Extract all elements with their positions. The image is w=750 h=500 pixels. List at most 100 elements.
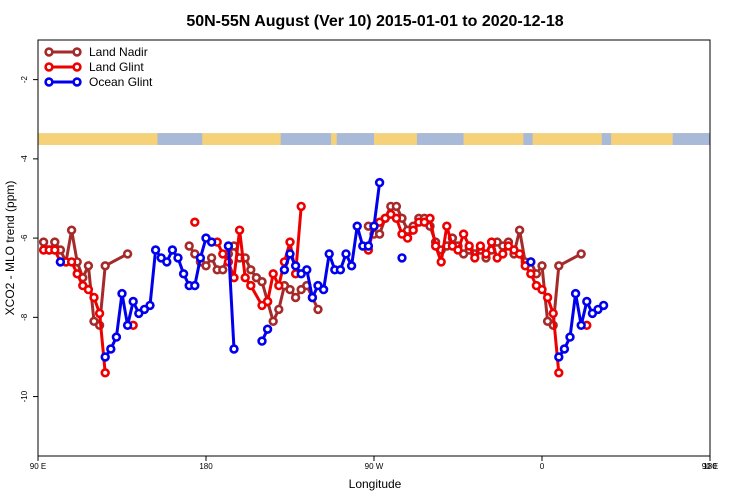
- data-point: [335, 265, 346, 275]
- data-point: [274, 304, 284, 315]
- y-tick-label: -10: [20, 390, 29, 402]
- data-point: [554, 368, 564, 378]
- data-point: [195, 253, 206, 263]
- data-point: [559, 344, 570, 354]
- data-point: [279, 265, 290, 275]
- data-point: [576, 320, 586, 330]
- map-strip-ocean: [601, 133, 612, 145]
- data-point: [554, 261, 564, 271]
- data-point: [526, 269, 536, 279]
- y-tick-label: -6: [20, 234, 29, 242]
- legend-item: Land Nadir: [44, 45, 148, 59]
- data-point: [498, 249, 508, 259]
- data-point: [178, 269, 189, 279]
- data-point: [296, 201, 306, 212]
- legend-marker: [44, 77, 54, 87]
- data-point: [190, 217, 200, 227]
- series-line: [367, 204, 582, 329]
- data-point: [582, 296, 592, 307]
- data-point: [100, 261, 110, 271]
- chart-title: 50N-55N August (Ver 10) 2015-01-01 to 20…: [186, 13, 563, 30]
- data-point: [425, 213, 435, 224]
- map-strip-ocean: [280, 133, 332, 145]
- legend-item: Ocean Glint: [44, 75, 153, 89]
- y-tick-label: -4: [20, 155, 29, 163]
- data-point: [346, 261, 357, 271]
- data-point: [83, 284, 94, 295]
- series-line: [226, 245, 236, 350]
- data-point: [402, 233, 413, 243]
- legend-label: Ocean Glint: [89, 75, 153, 89]
- data-point: [526, 257, 536, 267]
- data-point: [598, 300, 609, 311]
- legend-marker: [72, 77, 82, 87]
- data-point: [374, 177, 385, 188]
- data-point: [453, 245, 463, 255]
- data-point: [223, 241, 234, 251]
- data-point: [307, 292, 318, 303]
- data-point: [55, 257, 66, 267]
- data-point: [470, 253, 480, 263]
- data-point: [274, 280, 284, 291]
- data-point: [363, 241, 374, 251]
- map-strip-ocean: [336, 133, 374, 145]
- map-strip-ocean: [416, 133, 464, 145]
- data-point: [313, 304, 323, 315]
- x-tick-label: 180: [703, 462, 717, 471]
- data-point: [122, 249, 133, 259]
- data-point: [268, 269, 278, 279]
- data-point: [374, 229, 385, 239]
- data-point: [514, 249, 525, 259]
- data-point: [341, 249, 351, 259]
- data-point: [246, 265, 256, 275]
- data-point: [66, 225, 77, 235]
- data-point: [514, 225, 525, 235]
- data-point: [542, 292, 553, 303]
- y-axis-label: XCO2 - MLO trend (ppm): [3, 181, 17, 316]
- data-point: [290, 261, 301, 271]
- legend-marker: [44, 62, 54, 72]
- map-strip-ocean: [157, 133, 203, 145]
- data-point: [190, 280, 200, 291]
- data-point: [206, 237, 217, 247]
- data-point: [89, 292, 99, 303]
- series-layer: [38, 177, 609, 378]
- data-point: [100, 352, 110, 362]
- data-point: [150, 245, 161, 255]
- data-point: [262, 296, 273, 307]
- data-point: [475, 241, 486, 251]
- x-axis-label: Longitude: [349, 477, 402, 491]
- legend-label: Land Glint: [89, 60, 144, 74]
- x-tick-label: 90 E: [30, 462, 46, 471]
- data-point: [285, 249, 295, 259]
- data-point: [537, 261, 547, 271]
- x-tick-label: 180: [199, 462, 213, 471]
- plot-frame: [37, 39, 711, 457]
- data-point: [285, 237, 295, 247]
- data-point: [50, 237, 60, 247]
- legend-marker: [44, 47, 54, 57]
- data-point: [117, 288, 127, 299]
- data-point: [184, 241, 194, 251]
- data-point: [554, 352, 564, 362]
- y-tick-label: -8: [20, 313, 29, 321]
- data-point: [458, 229, 469, 239]
- data-point: [218, 249, 228, 259]
- data-point: [290, 292, 301, 303]
- data-point: [268, 316, 278, 326]
- legend-item: Land Glint: [44, 60, 144, 74]
- data-point: [128, 296, 138, 307]
- data-point: [257, 336, 267, 346]
- data-point: [201, 261, 211, 271]
- legend-marker: [72, 47, 82, 57]
- data-point: [302, 265, 312, 275]
- data-point: [246, 280, 256, 291]
- data-point: [481, 249, 491, 259]
- data-point: [565, 332, 575, 342]
- data-point: [324, 249, 334, 259]
- data-point: [234, 225, 245, 235]
- data-point: [72, 269, 82, 279]
